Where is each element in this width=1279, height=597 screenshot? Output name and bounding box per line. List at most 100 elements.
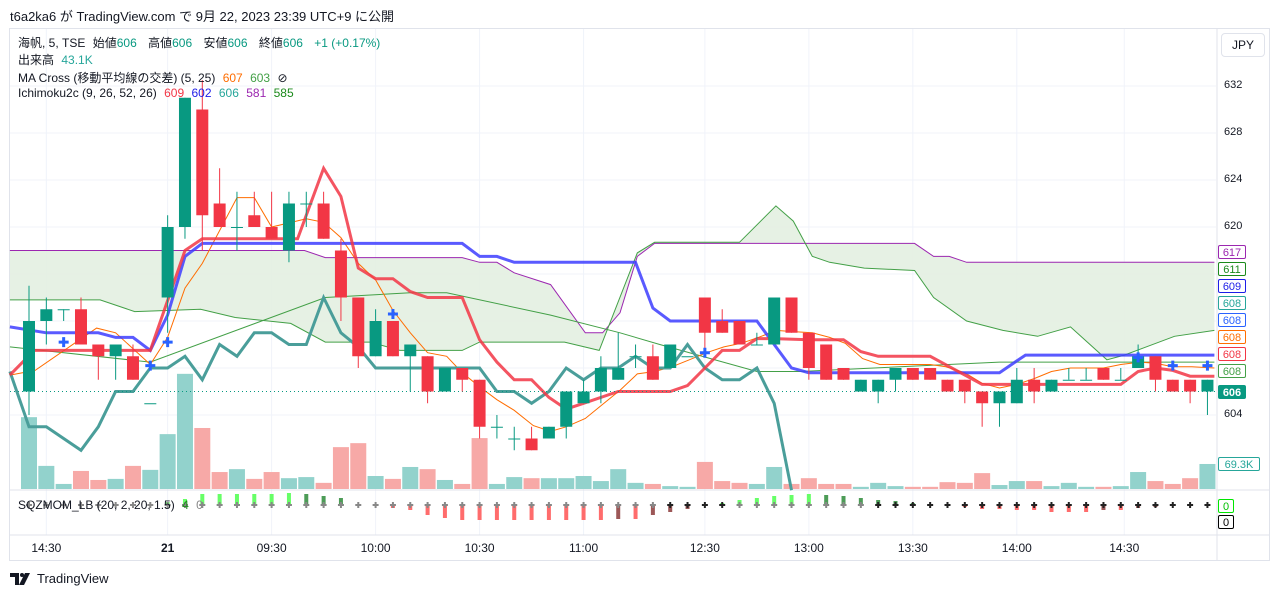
- volume-bar: [350, 443, 367, 489]
- volume-bar: [835, 483, 852, 489]
- candle-body: [854, 379, 867, 392]
- sqzmom-bar: [824, 495, 829, 505]
- sqzmom-bar: [217, 494, 222, 505]
- chart-frame: [9, 28, 1270, 561]
- candle-body: [716, 321, 729, 333]
- legend-volume-row: 出来高 43.1K: [18, 51, 97, 68]
- sqzmom-bar: [1084, 505, 1089, 512]
- close-value: 606: [282, 36, 303, 50]
- sqzmom-name[interactable]: SQZMOM_LB (20, 2, 20, 1.5): [18, 498, 175, 512]
- low-label: 安値: [203, 36, 228, 50]
- sqzmom-bar: [789, 495, 794, 505]
- squeeze-dot: [961, 502, 968, 508]
- volume-bar: [419, 469, 436, 489]
- tradingview-logo-icon: [10, 572, 30, 585]
- candle-body: [334, 250, 347, 298]
- candle-body: [612, 368, 625, 380]
- sqzmom-bar: [772, 496, 777, 505]
- volume-bar: [714, 481, 731, 489]
- volume-bar: [679, 486, 696, 489]
- volume-bar: [1060, 482, 1077, 489]
- volume-bar: [818, 483, 835, 489]
- volume-bar: [246, 478, 263, 489]
- volume-bar: [298, 477, 315, 489]
- candle-body: [664, 344, 677, 368]
- time-axis-label: 10:30: [464, 541, 495, 555]
- high-value: 606: [172, 36, 193, 50]
- volume-bar: [1043, 486, 1060, 489]
- volume-bar: [263, 472, 280, 489]
- candle-body: [126, 356, 139, 380]
- squeeze-dot: [580, 502, 587, 508]
- candle-body: [958, 379, 971, 392]
- ma-cross-name[interactable]: MA Cross (移動平均線の交差) (5, 25): [18, 71, 216, 85]
- sqzmom-bar: [304, 494, 309, 505]
- ichimoku-cloud: [9, 205, 1215, 360]
- time-axis-label: 14:00: [1001, 541, 1032, 555]
- volume-bar: [194, 427, 211, 489]
- candle-body: [993, 391, 1006, 404]
- sqzmom-bar: [564, 505, 569, 520]
- squeeze-dot: [545, 502, 552, 508]
- ichimoku-value-5: 585: [273, 86, 294, 100]
- sqzmom-bar: [286, 493, 291, 505]
- price-tick: 620: [1224, 220, 1243, 232]
- volume-bar: [211, 472, 228, 489]
- hidden-icon[interactable]: ⊘: [277, 71, 288, 85]
- candle-body: [265, 227, 278, 239]
- candle-body: [92, 344, 105, 357]
- volume-bar: [766, 466, 783, 489]
- volume-bar: [332, 447, 349, 489]
- volume-bar: [1182, 478, 1199, 489]
- volume-bar: [852, 486, 869, 489]
- candle-body: [248, 215, 261, 227]
- volume-bar: [315, 482, 332, 489]
- candle-body: [317, 203, 330, 239]
- ichimoku-value-4: 581: [246, 86, 267, 100]
- squeeze-dot: [1135, 502, 1142, 508]
- squeeze-dot: [164, 502, 171, 508]
- ichimoku-value-1: 609: [164, 86, 185, 100]
- squeeze-dot: [268, 502, 275, 508]
- squeeze-dot: [1204, 502, 1211, 508]
- tenkan-sen-line: [8, 164, 1215, 411]
- squeeze-dot: [285, 502, 292, 508]
- volume-bar: [644, 483, 661, 489]
- tradingview-footer[interactable]: TradingView: [10, 571, 109, 586]
- candle-body: [837, 368, 850, 380]
- low-value: 606: [227, 36, 248, 50]
- squeeze-dot: [337, 502, 344, 508]
- squeeze-dot: [112, 502, 119, 508]
- candle-body: [629, 356, 642, 358]
- volume-bar: [90, 479, 107, 489]
- volume-bar: [436, 479, 453, 489]
- squeeze-dot: [753, 502, 760, 508]
- volume-bar: [939, 482, 956, 489]
- candle-body: [698, 297, 711, 333]
- volume-bar: [523, 478, 540, 489]
- ma-cross-marker: [699, 347, 710, 358]
- volume-bar: [887, 486, 904, 489]
- squeeze-dot: [511, 502, 518, 508]
- time-axis-label: 13:00: [793, 541, 824, 555]
- volume-label[interactable]: 出来高: [18, 53, 55, 67]
- sqzmom-bar: [512, 505, 517, 520]
- squeeze-dot: [667, 502, 674, 508]
- ichimoku-value-2: 602: [191, 86, 212, 100]
- squeeze-dot: [1169, 502, 1176, 508]
- candle-body: [109, 344, 122, 357]
- squeeze-dot: [389, 502, 396, 508]
- volume-bar: [1130, 472, 1147, 489]
- time-axis-label: 13:30: [897, 541, 928, 555]
- squeeze-dot: [1083, 502, 1090, 508]
- sqzmom-bar: [650, 505, 655, 515]
- volume-bar: [922, 486, 939, 489]
- currency-button[interactable]: JPY: [1221, 33, 1265, 57]
- ichimoku-name[interactable]: Ichimoku2c (9, 26, 52, 26): [18, 86, 157, 100]
- squeeze-dot: [771, 502, 778, 508]
- sqzmom-bar: [442, 505, 447, 518]
- volume-bar: [38, 465, 55, 489]
- legend-symbol[interactable]: 海帆, 5, TSE: [18, 36, 86, 50]
